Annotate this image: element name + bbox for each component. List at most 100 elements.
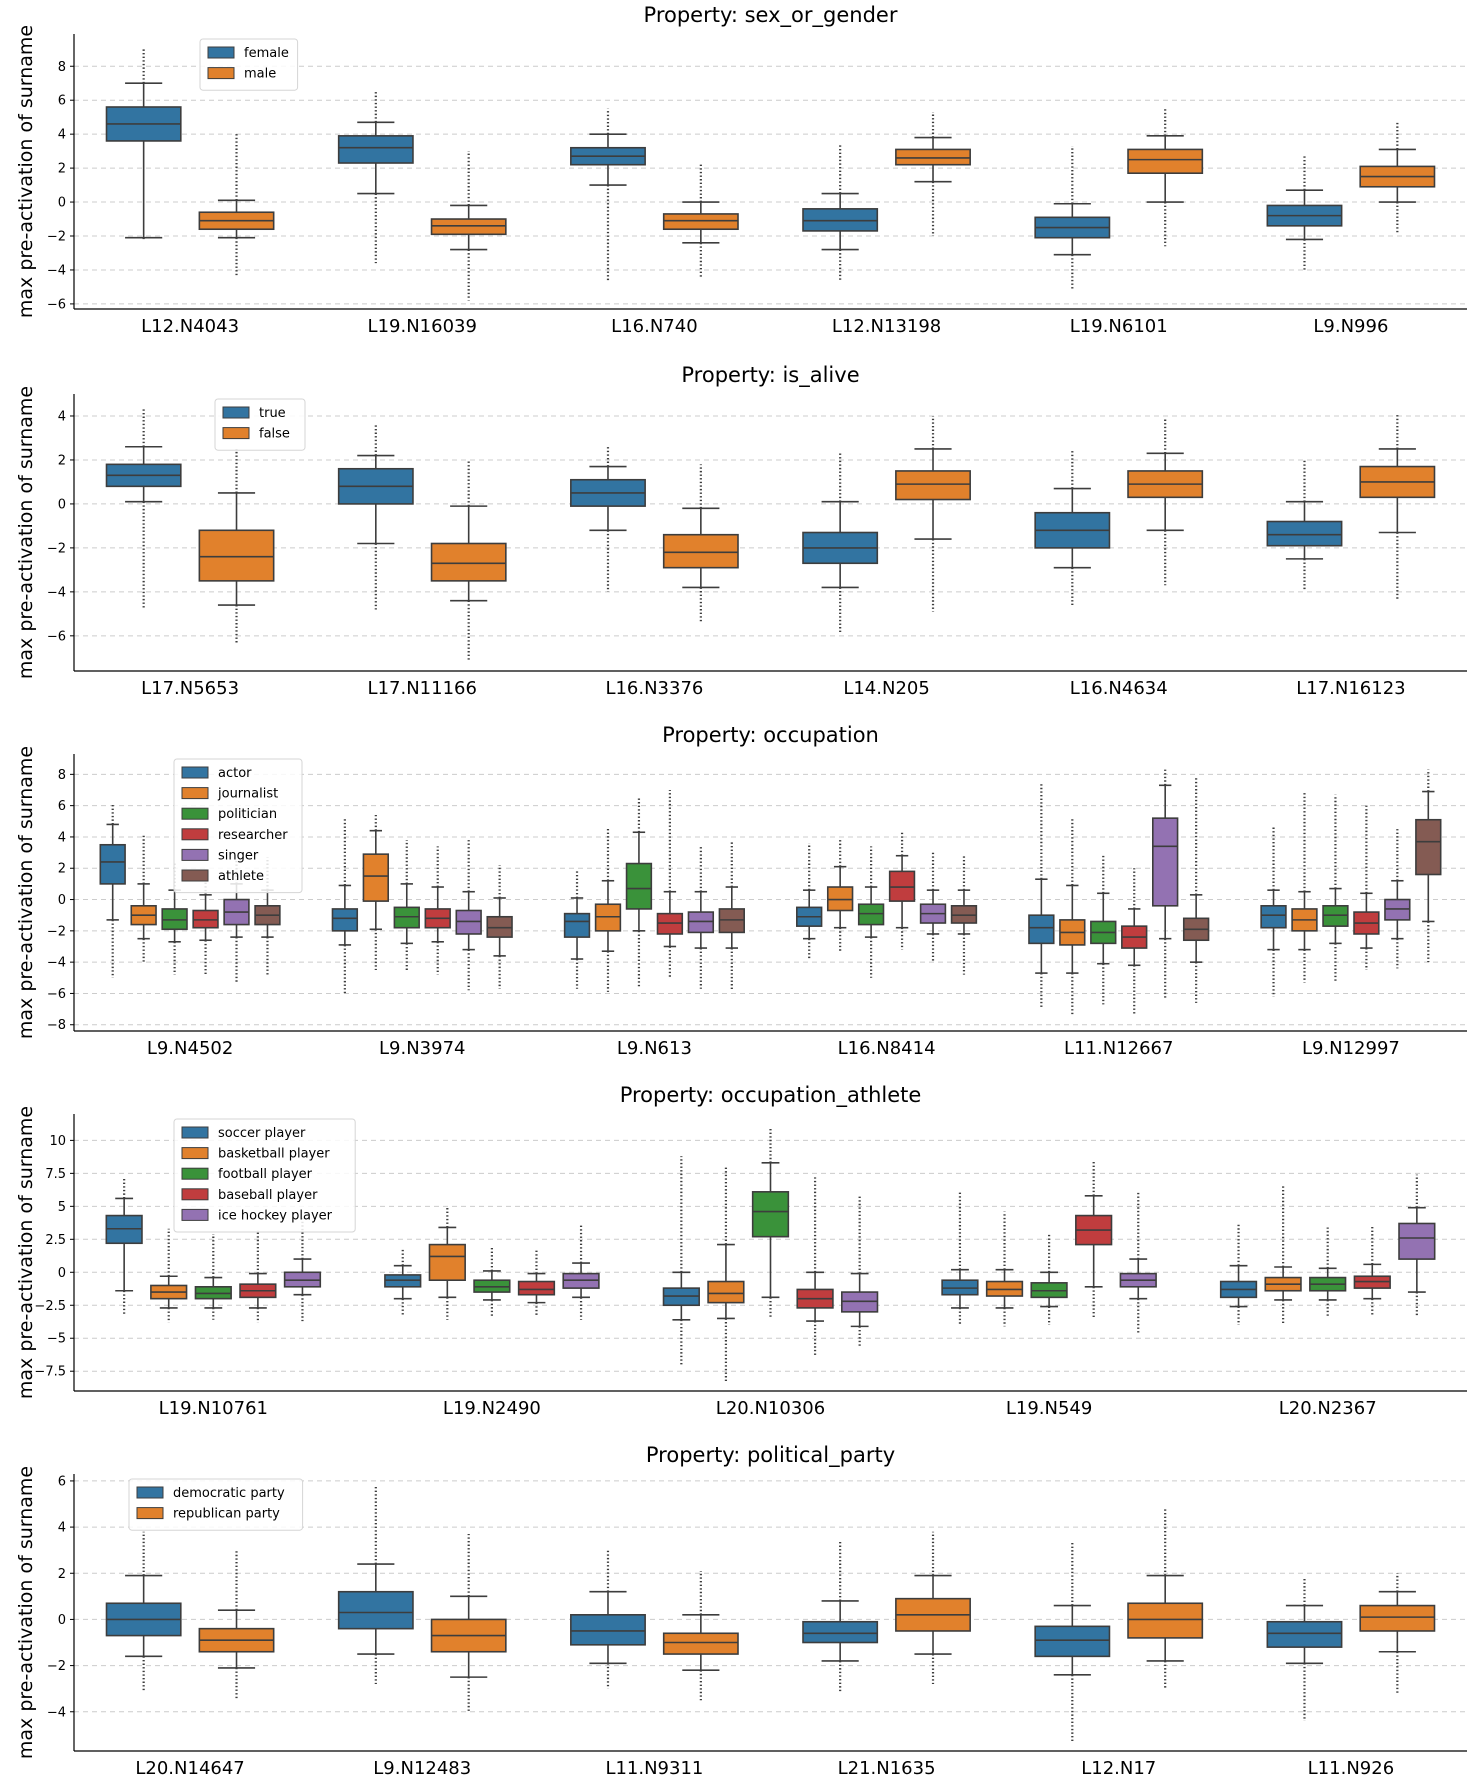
legend-label: ice hockey player [218, 1208, 333, 1223]
category-group [1260, 769, 1442, 997]
y-tick-label: 5 [58, 1200, 66, 1215]
x-tick-label: L9.N613 [617, 1038, 692, 1059]
y-tick-label: −6 [47, 987, 66, 1002]
y-axis-label: max pre-activation of surname [15, 746, 37, 1039]
box-body [1127, 1602, 1204, 1639]
box-baseball-player [1075, 1160, 1113, 1319]
category-group [1266, 413, 1436, 601]
legend: soccer player basketball player football p… [173, 1118, 356, 1233]
y-tick-label: 2 [58, 453, 66, 468]
legend-label: false [259, 427, 290, 442]
x-tick-label: L12.N17 [1081, 1758, 1156, 1779]
box-republican-party [895, 1531, 971, 1685]
gridlines [74, 773, 1467, 1026]
chart-title: Property: occupation [662, 723, 879, 747]
box-politician [625, 796, 653, 988]
legend-label: female [244, 46, 289, 61]
y-tick-label: −2.5 [34, 1299, 66, 1314]
y-tick-label: 6 [58, 94, 66, 109]
category-group [337, 90, 507, 301]
x-tick-label: L20.N14647 [135, 1758, 244, 1779]
box-republican-party [198, 1550, 275, 1701]
box-athlete [254, 857, 281, 975]
box-body [802, 208, 879, 232]
box-journalist [594, 827, 622, 992]
x-tick-label: L17.N11166 [368, 678, 477, 699]
gridlines [74, 415, 1467, 637]
category-group [570, 446, 739, 623]
y-tick-label: 10 [49, 1134, 66, 1149]
y-tick-label: 4 [58, 128, 66, 143]
legend-swatch [181, 1167, 209, 1180]
box-body [1260, 905, 1287, 929]
box-soccer-player [941, 1191, 979, 1326]
box-female [570, 108, 646, 282]
box-body [751, 1191, 790, 1238]
box-soccer-player [1219, 1224, 1258, 1326]
box-body [362, 853, 389, 902]
box-politician [393, 840, 420, 972]
category-group [384, 1207, 600, 1320]
box-basketball-player [150, 1228, 188, 1323]
box-true [570, 446, 646, 592]
box-true [105, 407, 182, 610]
y-tick-label: −6 [47, 629, 66, 644]
box-true [1266, 459, 1343, 590]
y-tick-label: 2 [58, 1567, 66, 1582]
legend-label: baseball player [218, 1188, 318, 1203]
category-group [1034, 418, 1204, 606]
box-body [1359, 1604, 1436, 1632]
x-tick-label: L16.N4634 [1070, 678, 1168, 699]
box-journalist [130, 835, 157, 964]
box-researcher [656, 789, 684, 978]
box-republican-party [1127, 1508, 1204, 1689]
box-male [430, 151, 507, 301]
x-tick-label: L21.N1635 [838, 1758, 936, 1779]
legend-swatch [222, 406, 250, 419]
x-tick-label: L20.N2367 [1279, 1398, 1377, 1419]
y-tick-label: 2 [58, 862, 66, 877]
category-group [570, 1550, 739, 1701]
legend-label: basketball player [218, 1147, 330, 1162]
box-actor [563, 871, 591, 989]
box-journalist [362, 815, 389, 970]
box-false [662, 464, 739, 623]
box-ice-hockey-player [1119, 1191, 1157, 1335]
chart-title: Property: political_party [646, 1443, 895, 1468]
box-researcher [192, 869, 219, 975]
x-tick-label: L9.N12997 [1302, 1038, 1400, 1059]
box-male [1127, 108, 1204, 247]
y-tick-label: −2 [47, 541, 66, 556]
legend-swatch [181, 1208, 209, 1221]
box-body [430, 542, 507, 582]
y-tick-label: 6 [58, 799, 66, 814]
chart-panel-3: −8 −6 −4 −2 0 2 4 6 8 Property: occupation max pre… [15, 723, 1467, 1059]
legend-frame [173, 1118, 356, 1233]
legend-swatch [207, 46, 235, 59]
x-tick-label: L9.N3974 [379, 1038, 465, 1059]
box-body [1028, 914, 1055, 945]
category-group [105, 407, 275, 645]
box-female [1266, 154, 1343, 272]
gridlines [74, 65, 1467, 305]
box-actor [99, 804, 126, 978]
box-body [1415, 818, 1442, 876]
legend: democratic party republican party [128, 1478, 304, 1531]
box-athlete [486, 865, 513, 989]
chart-title: Property: is_alive [681, 363, 859, 388]
box-journalist [1059, 818, 1086, 1016]
box-football-player [473, 1247, 511, 1316]
box-athlete [950, 855, 978, 975]
y-tick-label: −6 [47, 297, 66, 312]
x-tick-label: L9.N996 [1313, 316, 1388, 337]
box-male [198, 132, 275, 277]
box-republican-party [662, 1570, 739, 1701]
box-body [1152, 817, 1179, 907]
x-tick-label: L19.N2490 [443, 1398, 541, 1419]
legend-swatch [181, 766, 209, 779]
y-tick-label: 4 [58, 1521, 66, 1536]
box-republican-party [430, 1534, 507, 1712]
chart-panel-4: −7.5 −5 −2.5 0 2.5 5 7.5 10 Property: occupation… [15, 1083, 1467, 1419]
